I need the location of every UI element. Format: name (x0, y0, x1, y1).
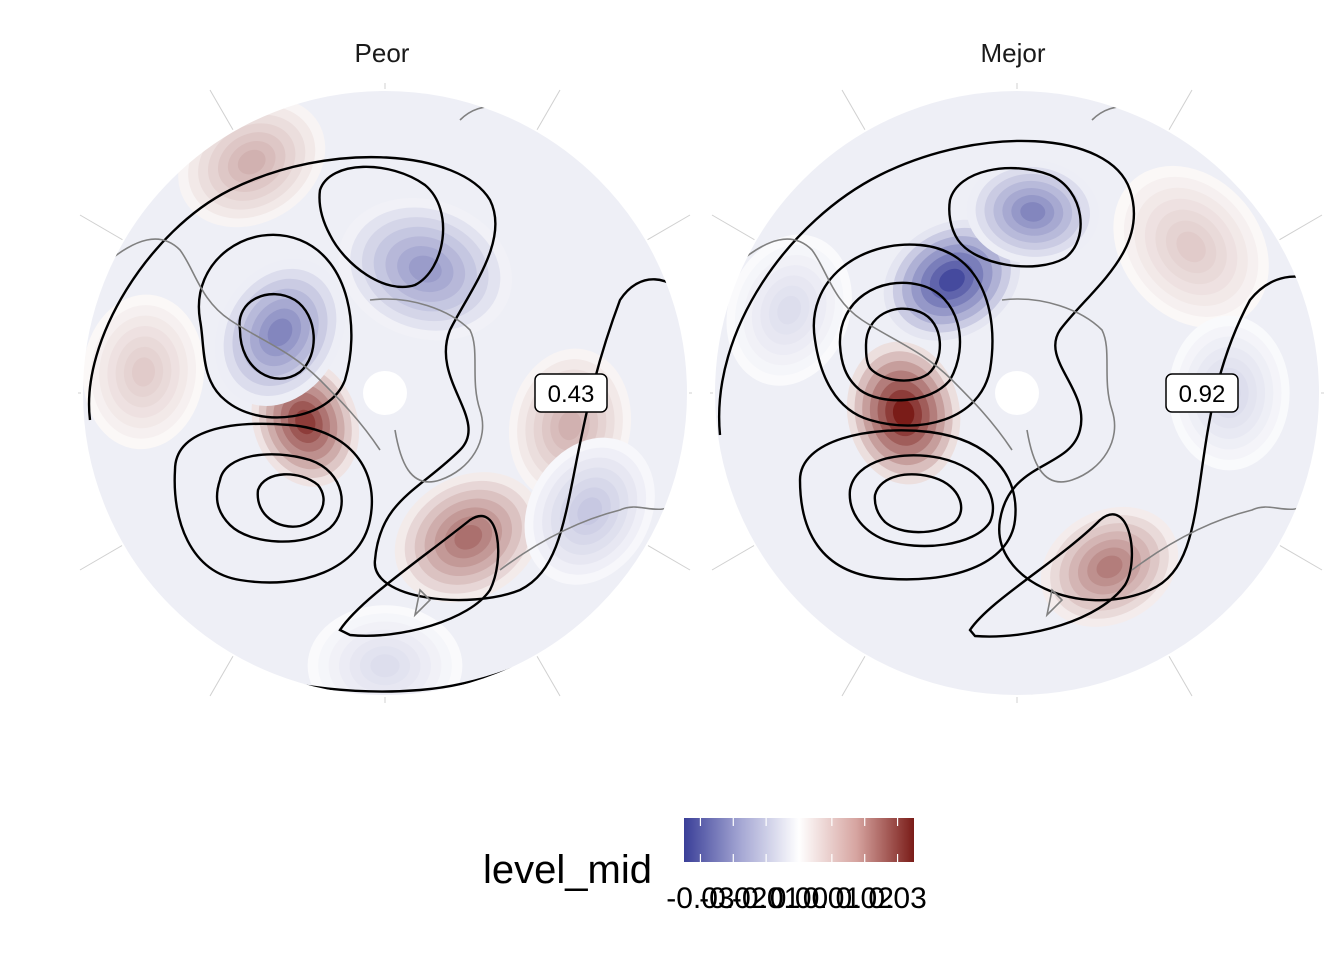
colorbar-tick-label: -0.03 (666, 882, 734, 915)
anomaly-2-level-6 (1020, 202, 1046, 222)
correlation-label-peor: 0.43 (548, 381, 595, 408)
colorbar-tick-label: 0.01 (803, 882, 861, 915)
colorbar-tick-label: 0.03 (868, 882, 926, 915)
correlation-label-mejor: 0.92 (1179, 381, 1226, 408)
correlation-box-mejor: 0.92 (1165, 373, 1239, 413)
colorbar-ticks: -0.03-0.02-0.010.000.010.020.03 (666, 818, 927, 915)
anomaly-2-level-6 (408, 255, 442, 283)
anomaly-5-level-6 (558, 411, 582, 441)
anomaly-6-level-6 (777, 295, 802, 325)
anomaly-0-level-6 (892, 399, 915, 427)
pole-hole-peor (363, 371, 407, 415)
panel-title-peor: Peor (355, 38, 410, 68)
colorbar-tick-label: -0.02 (699, 882, 767, 915)
anomaly-7-level-6 (131, 357, 156, 387)
anomaly-8-level-6 (370, 654, 400, 678)
legend: level_mid -0.03-0.02-0.010.000.010.020.0… (483, 818, 927, 915)
anomaly-1-level-6 (938, 268, 965, 292)
map-panel-peor: Peor (78, 38, 692, 703)
anomaly-6-level-6 (577, 497, 603, 526)
panel-title-mejor: Mejor (980, 38, 1045, 68)
colorbar-tick-label: 0.00 (770, 882, 828, 915)
correlation-box-peor: 0.43 (534, 373, 608, 413)
colorbar-tick-label: 0.02 (836, 882, 894, 915)
anomaly-3-level-6 (237, 149, 266, 175)
pole-hole-mejor (995, 371, 1039, 415)
anomaly-4-level-6 (1176, 231, 1206, 263)
colorbar-tick-label: -0.01 (732, 882, 800, 915)
anomaly-1-level-6 (267, 318, 293, 347)
anomaly-4-level-6 (454, 524, 483, 550)
legend-title: level_mid (483, 848, 652, 892)
anomaly-3-level-6 (1096, 555, 1123, 579)
map-panel-mejor: Mejor (710, 38, 1324, 703)
